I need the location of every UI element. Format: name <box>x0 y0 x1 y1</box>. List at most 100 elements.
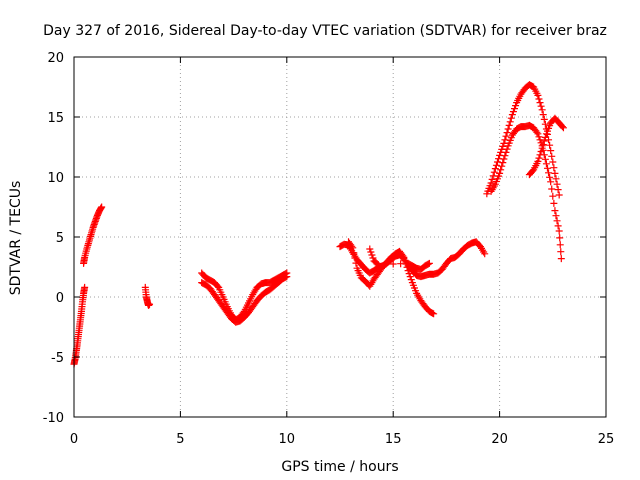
data-point <box>537 102 545 110</box>
data-point <box>373 260 381 268</box>
data-point <box>540 137 548 145</box>
data-point <box>546 141 554 149</box>
data-point <box>146 300 154 308</box>
data-point <box>550 164 558 172</box>
data-point <box>554 222 562 230</box>
data-point <box>536 99 544 107</box>
data-point <box>348 242 356 250</box>
data-point <box>510 105 518 113</box>
data-point <box>506 118 514 126</box>
data-point <box>541 155 549 163</box>
data-point <box>501 152 509 160</box>
data-point <box>382 260 390 268</box>
x-tick-label: 10 <box>279 432 296 447</box>
data-point <box>368 251 376 259</box>
data-point <box>430 310 438 318</box>
data-point <box>547 178 555 186</box>
data-point <box>500 155 508 163</box>
data-point <box>558 123 566 131</box>
data-point <box>505 121 513 129</box>
y-tick-label: -5 <box>51 351 64 366</box>
data-point <box>547 147 555 155</box>
series-seg-6a <box>483 81 563 199</box>
data-point <box>556 241 564 249</box>
data-point <box>536 136 544 144</box>
data-point <box>556 234 564 242</box>
series-seg-6c <box>525 114 567 179</box>
y-tick-label: -10 <box>43 411 64 426</box>
x-tick-label: 0 <box>70 432 78 447</box>
data-point <box>542 160 550 168</box>
data-point <box>543 164 551 172</box>
data-point <box>498 162 506 170</box>
series-seg-5b <box>345 238 438 318</box>
y-tick-label: 20 <box>47 51 64 66</box>
data-point <box>557 248 565 256</box>
y-tick-label: 5 <box>56 231 64 246</box>
data-point <box>541 133 549 141</box>
data-point <box>538 144 546 152</box>
data-point <box>555 227 563 235</box>
data-point <box>399 252 407 260</box>
data-point <box>481 250 489 258</box>
data-point <box>539 141 547 149</box>
data-point <box>404 267 412 275</box>
data-point <box>549 158 557 166</box>
data-point <box>425 259 433 267</box>
data-point <box>504 125 512 133</box>
data-point <box>534 130 542 138</box>
data-point <box>491 165 499 173</box>
chart-title: Day 327 of 2016, Sidereal Day-to-day VTE… <box>43 23 607 39</box>
data-point <box>512 102 520 110</box>
series-seg-3 <box>141 283 154 309</box>
x-tick-label: 20 <box>491 432 508 447</box>
data-point <box>492 161 500 169</box>
series-seg-1 <box>70 283 89 368</box>
data-point <box>503 145 511 153</box>
data-point <box>535 95 543 103</box>
data-point <box>367 248 375 256</box>
data-point <box>496 169 504 177</box>
y-tick-label: 15 <box>47 111 64 126</box>
data-point <box>551 169 559 177</box>
data-point <box>349 244 357 252</box>
data-point <box>555 191 563 199</box>
series-seg-5c <box>366 245 433 273</box>
data-point <box>539 111 547 119</box>
data-point <box>534 91 542 99</box>
data-point <box>550 199 558 207</box>
x-axis-label: GPS time / hours <box>281 459 398 475</box>
y-tick-label: 0 <box>56 291 64 306</box>
data-point <box>490 168 498 176</box>
data-point <box>545 169 553 177</box>
data-point <box>400 253 408 261</box>
x-tick-label: 5 <box>176 432 184 447</box>
data-point <box>559 124 567 132</box>
series-seg-2 <box>80 203 106 267</box>
data-point <box>552 175 560 183</box>
data-point <box>537 148 545 155</box>
x-tick-label: 25 <box>598 432 615 447</box>
data-point <box>533 128 541 136</box>
data-point <box>497 166 505 174</box>
data-points <box>70 81 567 368</box>
data-point <box>405 270 413 278</box>
axis-ticks: 0 5 10 15 20 25 -10 -5 0 5 10 15 20 <box>43 51 615 447</box>
data-point <box>541 120 549 128</box>
data-point <box>352 259 360 267</box>
data-point <box>283 273 291 281</box>
data-point <box>369 254 377 262</box>
data-point <box>553 180 561 188</box>
data-point <box>507 114 515 122</box>
data-point <box>508 111 516 119</box>
data-point <box>502 148 510 156</box>
data-point <box>389 260 397 268</box>
data-point <box>549 192 557 200</box>
data-point <box>374 261 382 269</box>
data-point <box>214 282 222 290</box>
data-point <box>535 154 543 162</box>
data-point <box>81 283 89 291</box>
data-point <box>536 151 544 159</box>
